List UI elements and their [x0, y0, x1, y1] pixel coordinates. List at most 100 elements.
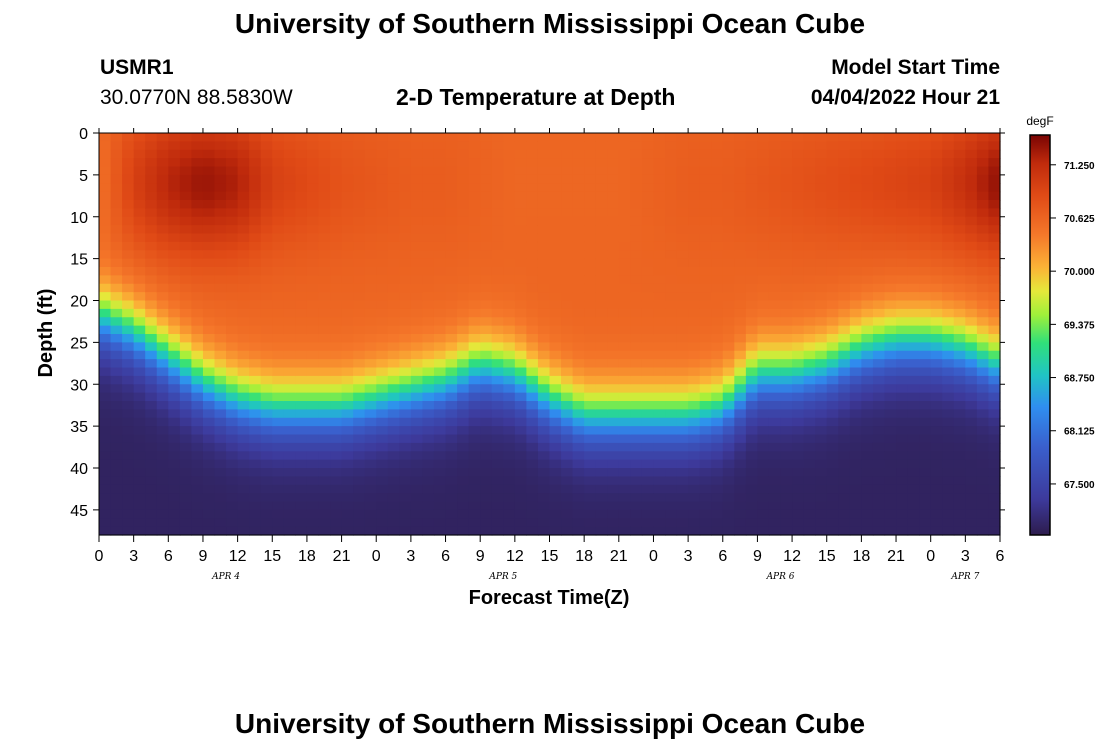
- heatmap-cell: [572, 216, 585, 226]
- heatmap-cell: [295, 509, 308, 519]
- heatmap-cell: [861, 501, 874, 511]
- heatmap-cell: [122, 225, 135, 235]
- heatmap-cell: [780, 476, 793, 486]
- heatmap-cell: [676, 158, 689, 168]
- heatmap-cell: [930, 350, 943, 360]
- heatmap-cell: [353, 200, 366, 209]
- heatmap-cell: [607, 183, 620, 193]
- heatmap-cell: [226, 401, 239, 410]
- heatmap-cell: [745, 518, 759, 528]
- heatmap-cell: [122, 434, 135, 444]
- heatmap-cell: [919, 350, 932, 360]
- x-tick-label: 6: [718, 548, 727, 565]
- heatmap-cell: [214, 334, 227, 343]
- heatmap-cell: [734, 459, 747, 469]
- heatmap-cell: [387, 141, 400, 151]
- heatmap-cell: [757, 392, 770, 402]
- heatmap-cell: [930, 426, 943, 436]
- heatmap-cell: [272, 258, 285, 268]
- heatmap-cell: [179, 200, 193, 209]
- heatmap-cell: [272, 476, 285, 486]
- heatmap-cell: [179, 518, 193, 528]
- heatmap-cell: [734, 342, 747, 352]
- heatmap-cell: [410, 518, 424, 528]
- heatmap-cell: [387, 225, 400, 235]
- heatmap-cell: [688, 417, 701, 427]
- heatmap-cell: [468, 183, 481, 193]
- heatmap-cell: [849, 426, 862, 436]
- heatmap-cell: [849, 434, 862, 444]
- heatmap-cell: [457, 325, 470, 335]
- heatmap-cell: [711, 141, 724, 151]
- heatmap-cell: [168, 325, 181, 335]
- heatmap-cell: [237, 417, 250, 427]
- heatmap-cell: [491, 233, 504, 243]
- heatmap-cell: [468, 158, 481, 168]
- heatmap-cell: [722, 317, 735, 327]
- heatmap-cell: [688, 283, 701, 293]
- heatmap-cell: [145, 350, 158, 360]
- heatmap-cell: [584, 375, 597, 385]
- heatmap-cell: [260, 292, 273, 302]
- heatmap-cell: [630, 241, 643, 251]
- heatmap-cell: [433, 208, 447, 218]
- heatmap-cell: [976, 191, 990, 201]
- heatmap-cell: [237, 174, 250, 184]
- heatmap-cell: [930, 233, 943, 243]
- heatmap-cell: [618, 342, 631, 352]
- heatmap-cell: [468, 451, 481, 461]
- heatmap-cell: [849, 133, 862, 142]
- heatmap-cell: [584, 334, 597, 343]
- heatmap-cell: [803, 225, 816, 235]
- heatmap-cell: [318, 409, 331, 419]
- heatmap-cell: [237, 476, 250, 486]
- heatmap-cell: [168, 484, 181, 494]
- heatmap-cell: [722, 166, 735, 176]
- heatmap-cell: [572, 442, 585, 452]
- heatmap-cell: [214, 417, 227, 427]
- heatmap-cell: [768, 518, 782, 528]
- heatmap-cell: [699, 375, 712, 385]
- heatmap-cell: [665, 442, 678, 452]
- heatmap-cell: [907, 392, 920, 402]
- heatmap-cell: [676, 183, 689, 193]
- heatmap-cell: [942, 250, 955, 260]
- heatmap-cell: [272, 375, 285, 385]
- heatmap-cell: [965, 317, 978, 327]
- heatmap-cell: [237, 133, 250, 142]
- heatmap-cell: [768, 501, 782, 511]
- heatmap-cell: [226, 426, 239, 436]
- heatmap-cell: [595, 384, 608, 394]
- heatmap-cell: [445, 292, 458, 302]
- heatmap-cell: [341, 241, 354, 251]
- heatmap-cell: [457, 476, 470, 486]
- heatmap-cell: [942, 509, 955, 519]
- heatmap-cell: [133, 518, 146, 528]
- heatmap-cell: [503, 426, 516, 436]
- heatmap-cell: [734, 392, 747, 402]
- heatmap-cell: [526, 350, 539, 360]
- heatmap-cell: [318, 275, 331, 285]
- heatmap-cell: [457, 518, 470, 528]
- heatmap-cell: [283, 275, 296, 285]
- heatmap-cell: [826, 325, 839, 335]
- heatmap-cell: [387, 292, 400, 302]
- heatmap-cell: [457, 509, 470, 519]
- heatmap-cell: [145, 208, 158, 218]
- heatmap-cell: [330, 375, 343, 385]
- heatmap-cell: [549, 359, 562, 369]
- heatmap-cell: [422, 183, 435, 193]
- heatmap-cell: [433, 283, 447, 293]
- heatmap-cell: [849, 417, 862, 427]
- heatmap-cell: [595, 133, 608, 142]
- heatmap-cell: [422, 375, 435, 385]
- heatmap-cell: [433, 526, 447, 536]
- heatmap-cell: [318, 384, 331, 394]
- heatmap-cell: [376, 417, 389, 427]
- heatmap-cell: [815, 392, 828, 402]
- heatmap-cell: [618, 283, 631, 293]
- heatmap-cell: [156, 442, 169, 452]
- heatmap-cell: [745, 325, 759, 335]
- heatmap-cell: [168, 501, 181, 511]
- heatmap-cell: [676, 233, 689, 243]
